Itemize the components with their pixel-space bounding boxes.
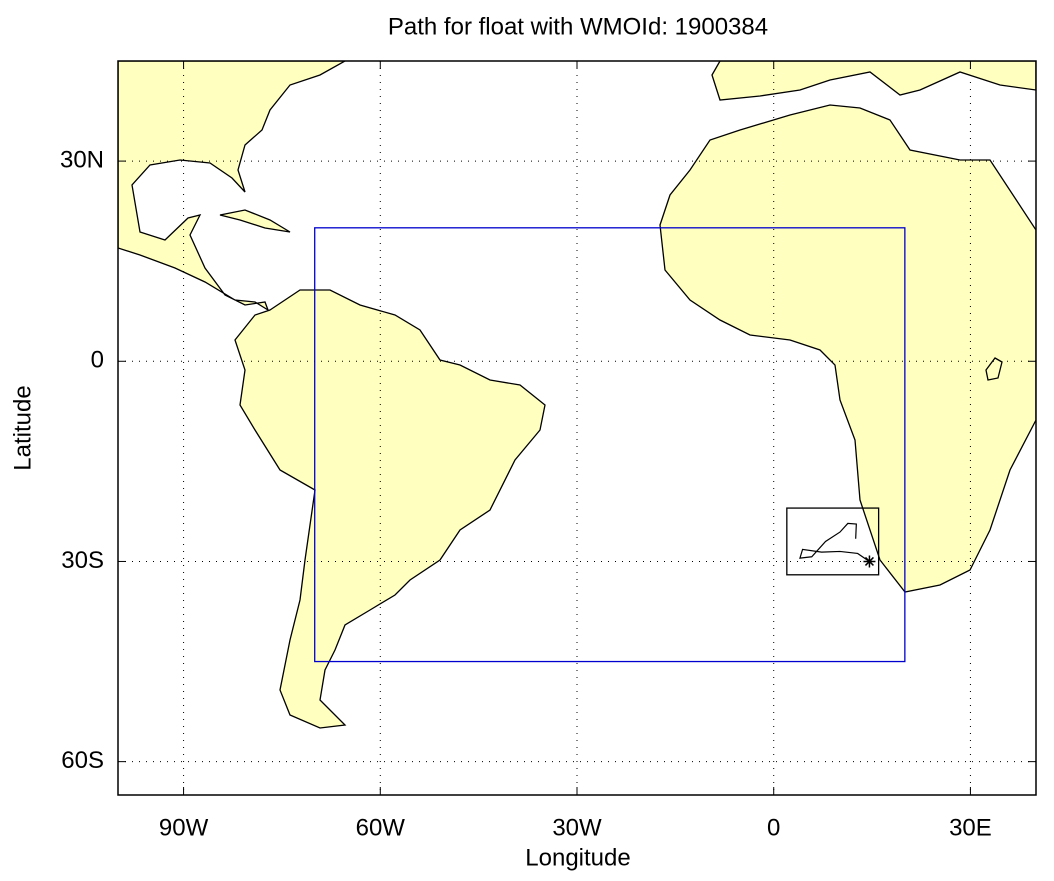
x-tick-label: 90W: [159, 814, 209, 841]
x-axis-label: Longitude: [525, 844, 630, 871]
cuba: [219, 209, 291, 233]
south-america: [234, 289, 546, 729]
x-tick-label: 30W: [552, 814, 602, 841]
x-tick-label: 0: [767, 814, 780, 841]
inset-box: [786, 507, 880, 576]
y-axis-label: Latitude: [9, 385, 36, 470]
region-box: [314, 227, 906, 663]
map-title: Path for float with WMOId: 1900384: [388, 13, 768, 40]
y-tick-label: 30S: [61, 547, 104, 574]
europe: [711, 61, 1036, 101]
y-tick-label: 0: [91, 347, 104, 374]
land: [118, 61, 1036, 729]
y-tick-label: 60S: [61, 747, 104, 774]
africa: [659, 104, 1036, 593]
y-tick-label: 30N: [60, 146, 104, 173]
x-tick-label: 60W: [356, 814, 406, 841]
float-path: [799, 522, 870, 562]
x-tick-label: 30E: [949, 814, 992, 841]
north-america: [118, 61, 347, 312]
float-start: [863, 555, 876, 568]
